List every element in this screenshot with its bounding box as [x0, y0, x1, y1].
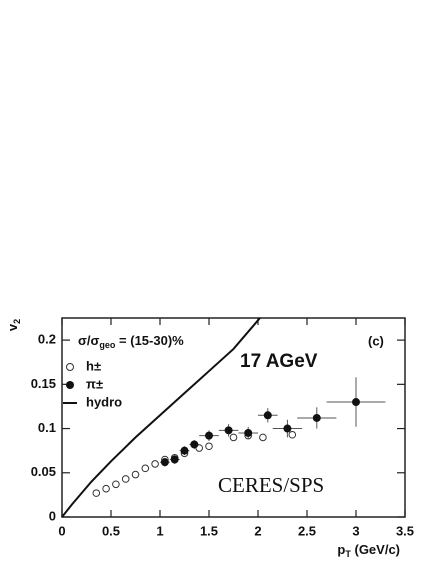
x-tick-label: 1 [156, 523, 163, 538]
experiment-label: CERES/SPS [218, 473, 324, 497]
y-tick-label: 0.1 [38, 420, 56, 435]
y-axis-label: v2 [5, 319, 22, 331]
x-axis-label: pT (GeV/c) [337, 542, 400, 559]
data-point [312, 413, 321, 422]
x-tick-label: 1.5 [200, 523, 218, 538]
x-tick-label: 3.5 [396, 523, 414, 538]
data-point [131, 470, 140, 479]
legend-label: π± [86, 376, 103, 391]
x-label-main: p [337, 542, 345, 557]
x-tick-label: 2.5 [298, 523, 316, 538]
data-point [229, 433, 238, 442]
data-point [352, 398, 360, 407]
x-tick-label: 0 [58, 523, 65, 538]
data-point [224, 426, 233, 435]
y-tick-label: 0.2 [38, 332, 56, 347]
x-label-sub: T [345, 549, 351, 559]
data-point [170, 455, 179, 464]
y-tick-label: 0.15 [31, 376, 56, 391]
data-point [160, 458, 169, 467]
x-label-unit: (GeV/c) [351, 542, 400, 557]
panel-label: (c) [368, 333, 384, 348]
energy-annotation: 17 AGeV [240, 351, 318, 372]
y-tick-label: 0.05 [31, 464, 56, 479]
data-point [180, 446, 189, 455]
data-point [141, 464, 150, 473]
legend-title-main: σ/σ [78, 333, 100, 348]
data-point [92, 489, 101, 497]
data-point [288, 430, 297, 439]
data-point [205, 442, 213, 451]
plot-frame [61, 317, 406, 518]
data-point [121, 475, 130, 483]
x-tick-label: 3 [352, 523, 359, 538]
y-tick-label: 0 [49, 508, 56, 523]
legend-marker [66, 381, 74, 389]
data-point [190, 440, 199, 449]
x-tick-label: 0.5 [102, 523, 120, 538]
x-tick-label: 2 [254, 523, 261, 538]
data-point [263, 411, 272, 420]
legend-title-sub: geo [99, 340, 116, 350]
data-point [259, 433, 267, 442]
data-point [205, 431, 213, 440]
data-point [102, 484, 110, 493]
legend-label: h± [86, 358, 101, 373]
data-point [283, 424, 292, 433]
data-point [244, 428, 253, 437]
data-point [112, 480, 120, 489]
legend-marker [66, 363, 74, 371]
data-point [151, 460, 159, 468]
legend-label: hydro [86, 394, 122, 409]
legend-title-rest: = (15-30)% [115, 333, 184, 348]
y-label-sub: 2 [12, 319, 22, 324]
legend-title: σ/σgeo = (15-30)% [78, 333, 184, 350]
y-label-main: v [5, 323, 20, 331]
hydro-curve [61, 317, 261, 518]
